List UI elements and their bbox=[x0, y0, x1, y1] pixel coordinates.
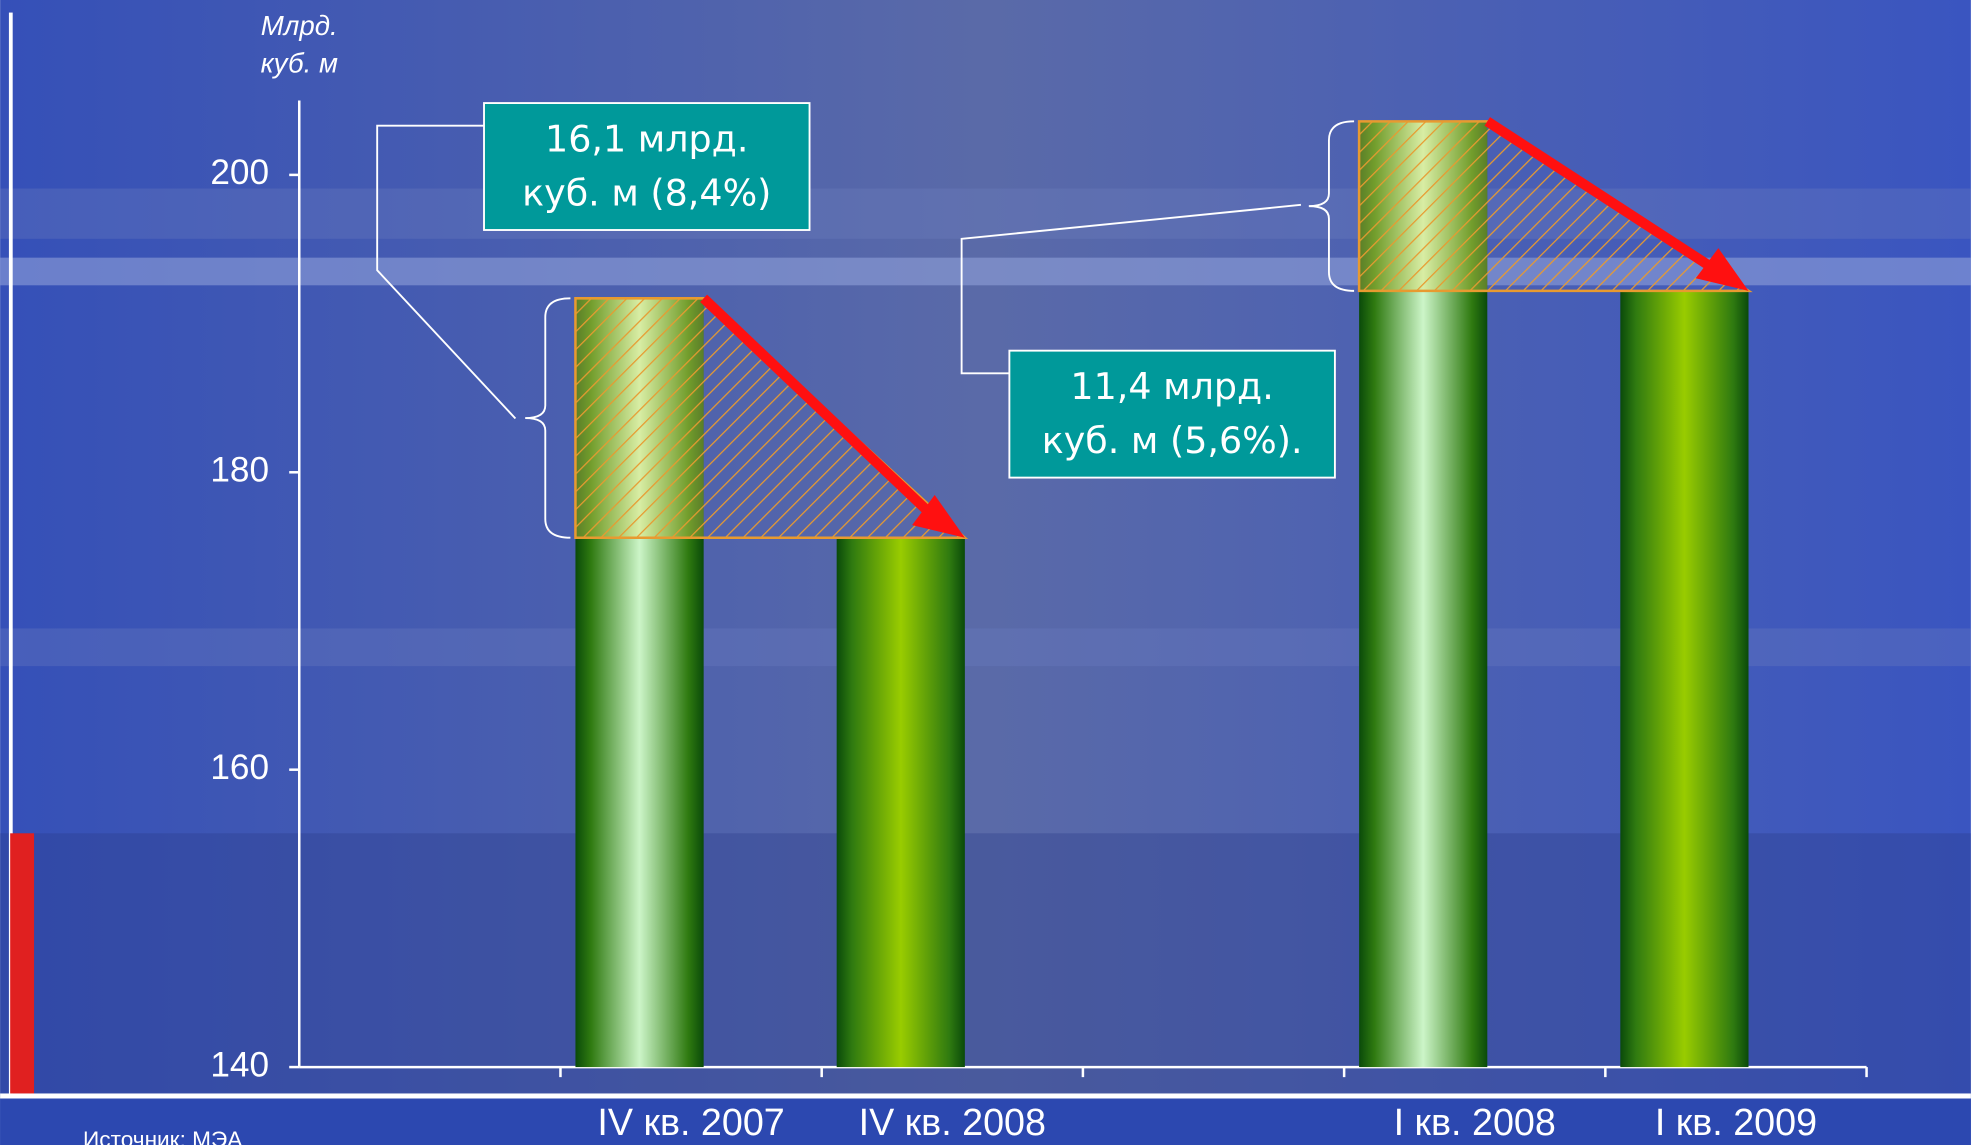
annotation-text: 11,4 млрд. bbox=[1070, 365, 1273, 408]
arrow-head bbox=[1695, 248, 1749, 291]
x-tick-label: I кв. 2008 bbox=[1394, 1101, 1556, 1143]
bottom-line bbox=[0, 1093, 1971, 1099]
source: Источник: МЭА bbox=[83, 1127, 243, 1145]
connector bbox=[960, 203, 1302, 375]
brace bbox=[1308, 120, 1355, 292]
y-tick-label: 160 bbox=[210, 748, 269, 787]
x-tick-label: IV кв. 2008 bbox=[859, 1101, 1046, 1143]
red-accent bbox=[10, 833, 35, 1094]
arrow bbox=[1484, 117, 1724, 278]
brace bbox=[525, 297, 571, 539]
y-axis-label: куб. м bbox=[261, 48, 338, 79]
annotation-box bbox=[483, 102, 811, 231]
band bbox=[0, 188, 1971, 239]
bar bbox=[836, 537, 965, 1068]
connector bbox=[376, 124, 517, 420]
annotation-box bbox=[1008, 349, 1336, 479]
x-tick-label: I кв. 2009 bbox=[1655, 1101, 1817, 1143]
arrow-head bbox=[912, 494, 965, 538]
y-tick-label: 180 bbox=[210, 451, 269, 490]
x-tick-label: IV кв. 2007 bbox=[597, 1101, 784, 1143]
y-axis-label: Млрд. bbox=[261, 10, 338, 41]
hatch bbox=[1357, 120, 1753, 293]
annotation-text: 16,1 млрд. bbox=[545, 117, 748, 160]
annotation-text: куб. м (8,4%) bbox=[522, 171, 771, 214]
hatch bbox=[574, 297, 969, 539]
annotation-text: куб. м (5,6%). bbox=[1042, 419, 1303, 462]
bar bbox=[1620, 290, 1749, 1068]
footer-band bbox=[0, 1098, 1971, 1145]
y-tick-label: 200 bbox=[210, 153, 269, 192]
arrow bbox=[700, 294, 941, 524]
y-tick-label: 140 bbox=[210, 1045, 269, 1084]
left-line bbox=[8, 12, 13, 1096]
